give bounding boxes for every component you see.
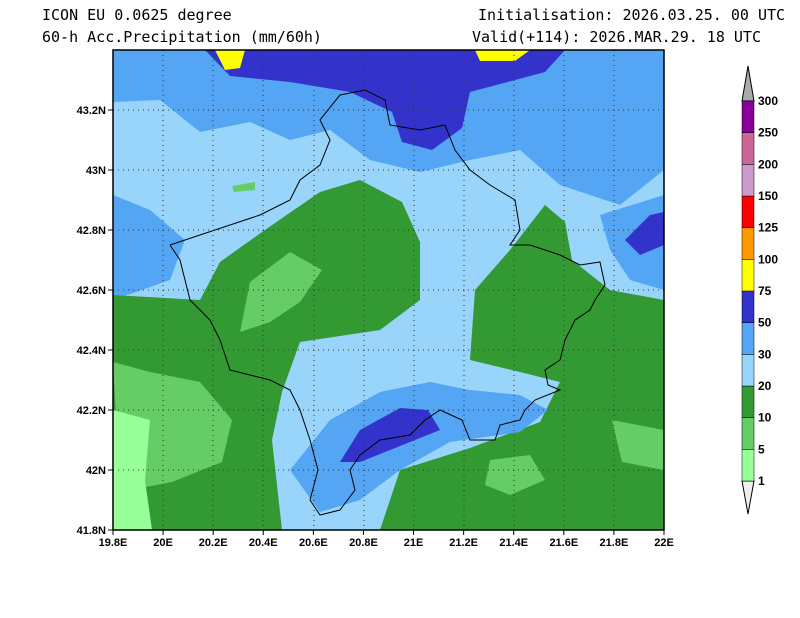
- color-legend: 1 5 10 20 30 50 75 100 125 150 200 250 300: [741, 65, 778, 515]
- lat-tick-label: 42.2N: [77, 405, 106, 417]
- precip-field: [113, 50, 664, 530]
- legend-label: 100: [758, 252, 778, 266]
- lon-tick-label: 20.8E: [349, 537, 378, 549]
- lat-tick-label: 43.2N: [77, 105, 106, 117]
- lat-tick-label: 42N: [86, 465, 106, 477]
- lon-tick-label: 21.2E: [449, 537, 478, 549]
- legend-swatch: [741, 259, 755, 292]
- lon-tick-label: 19.8E: [99, 537, 128, 549]
- legend-label: 150: [758, 189, 778, 203]
- lon-tick-label: 22E: [654, 537, 674, 549]
- init-time: Initialisation: 2026.03.25. 00 UTC: [478, 6, 786, 24]
- legend-label: 5: [758, 442, 765, 456]
- legend-swatch: [741, 290, 755, 323]
- legend-swatch: [741, 132, 755, 165]
- legend-swatch: [741, 449, 755, 482]
- lon-tick-label: 21E: [404, 537, 424, 549]
- legend-label: 1: [758, 474, 765, 488]
- legend-swatch: [741, 100, 755, 133]
- legend-under-arrow: [741, 480, 755, 515]
- legend-label: 10: [758, 411, 772, 425]
- lat-tick-label: 43N: [86, 165, 106, 177]
- graticule: [113, 50, 664, 530]
- lon-tick-label: 20E: [153, 537, 173, 549]
- valid-time: Valid(+114): 2026.MAR.29. 18 UTC: [472, 28, 761, 46]
- legend-over-arrow: [741, 65, 755, 102]
- lon-tick-label: 21.6E: [549, 537, 578, 549]
- legend-label: 200: [758, 157, 778, 171]
- legend-label: 300: [758, 94, 778, 108]
- lat-tick-label: 42.4N: [77, 345, 106, 357]
- legend-swatch: [741, 322, 755, 355]
- legend-label: 75: [758, 284, 772, 298]
- lat-tick-label: 41.8N: [77, 525, 106, 537]
- legend-swatch: [741, 164, 755, 197]
- lat-tick-label: 42.8N: [77, 225, 106, 237]
- legend-label: 30: [758, 347, 772, 361]
- lon-tick-label: 21.8E: [600, 537, 629, 549]
- legend-swatch: [741, 417, 755, 450]
- model-title: ICON EU 0.0625 degree: [42, 6, 232, 24]
- lat-tick-label: 42.6N: [77, 285, 106, 297]
- lon-tick-label: 20.6E: [299, 537, 328, 549]
- country-border: [169, 89, 606, 516]
- lon-tick-label: 20.2E: [199, 537, 228, 549]
- variable-title: 60-h Acc.Precipitation (mm/60h): [42, 28, 322, 46]
- lon-tick-label: 21.4E: [499, 537, 528, 549]
- legend-label: 125: [758, 221, 778, 235]
- legend-label: 250: [758, 126, 778, 140]
- legend-swatch: [741, 227, 755, 260]
- legend-swatch: [741, 195, 755, 228]
- lon-tick-label: 20.4E: [249, 537, 278, 549]
- legend-swatch: [741, 385, 755, 418]
- legend-label: 50: [758, 316, 772, 330]
- legend-label: 20: [758, 379, 772, 393]
- legend-swatch: [741, 354, 755, 387]
